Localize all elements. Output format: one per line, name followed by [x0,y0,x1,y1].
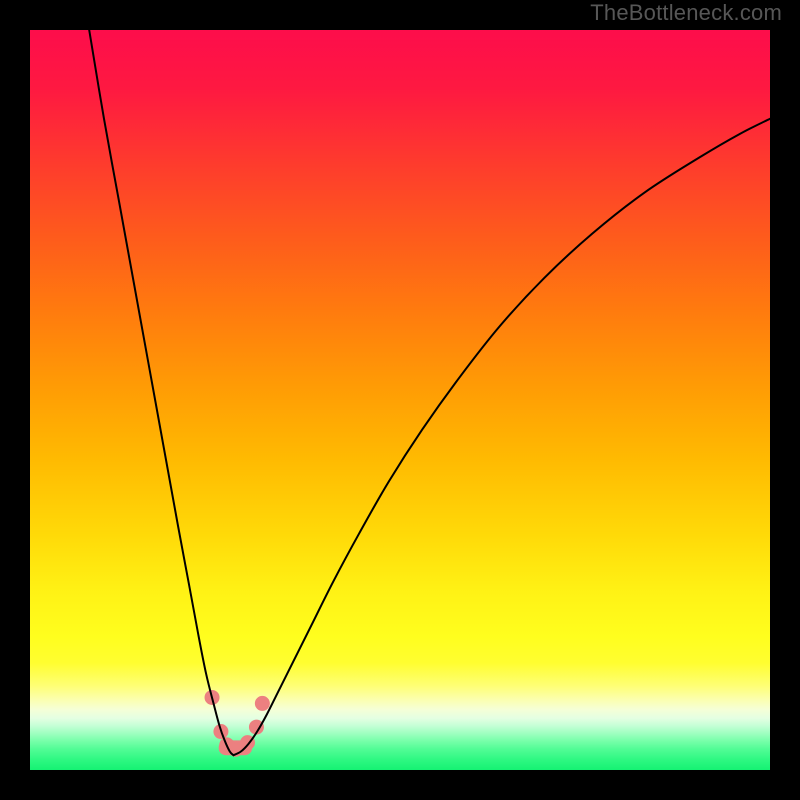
bottleneck-curve-chart [30,30,770,770]
curve-marker [255,696,269,710]
watermark-text: TheBottleneck.com [590,0,782,26]
plot-area [30,30,770,770]
chart-frame: TheBottleneck.com [0,0,800,800]
gradient-background [30,30,770,770]
